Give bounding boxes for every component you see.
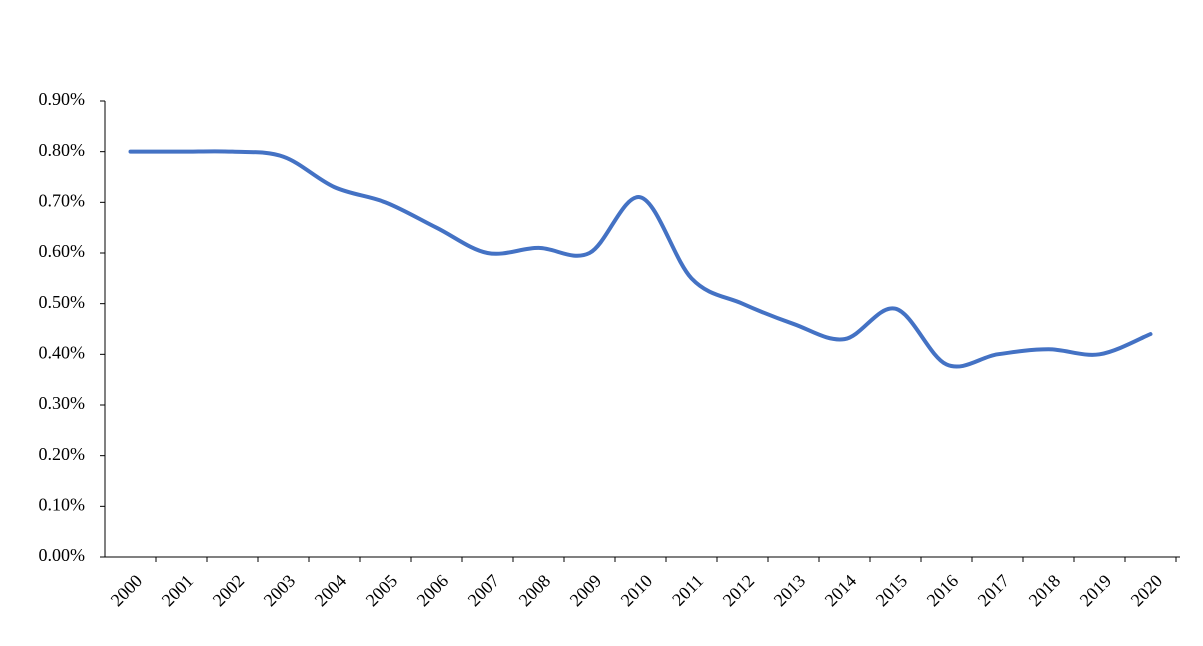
x-tick-label: 2016 (923, 571, 963, 611)
x-tick-label: 2015 (872, 571, 912, 611)
y-tick-label: 0.30% (39, 393, 86, 413)
x-tick-label: 2004 (311, 571, 351, 611)
x-tick-label: 2011 (668, 571, 707, 610)
x-tick-label: 2019 (1076, 571, 1116, 611)
x-tick-label: 2000 (107, 571, 147, 611)
y-tick-label: 0.50% (39, 292, 86, 312)
x-tick-label: 2008 (515, 571, 555, 611)
x-tick-label: 2017 (974, 571, 1014, 611)
y-tick-label: 0.90% (39, 89, 86, 109)
x-tick-label: 2018 (1025, 571, 1065, 611)
y-tick-label: 0.40% (39, 342, 86, 362)
y-tick-label: 0.60% (39, 241, 86, 261)
y-tick-label: 0.70% (39, 190, 86, 210)
y-tick-label: 0.80% (39, 140, 86, 160)
x-tick-label: 2002 (209, 571, 249, 611)
x-tick-label: 2007 (464, 571, 504, 611)
data-line (128, 149, 1153, 369)
x-tick-label: 2012 (719, 571, 759, 611)
x-tick-label: 2020 (1127, 571, 1167, 611)
x-tick-label: 2006 (413, 571, 453, 611)
x-tick-label: 2014 (821, 571, 861, 611)
y-tick-label: 0.00% (39, 545, 86, 565)
x-tick-label: 2001 (158, 571, 198, 611)
x-tick-label: 2010 (617, 571, 657, 611)
x-tick-label: 2009 (566, 571, 606, 611)
y-tick-label: 0.10% (39, 494, 86, 514)
x-tick-label: 2013 (770, 571, 810, 611)
x-tick-label: 2003 (260, 571, 300, 611)
x-tick-label: 2005 (362, 571, 402, 611)
y-tick-label: 0.20% (39, 444, 86, 464)
